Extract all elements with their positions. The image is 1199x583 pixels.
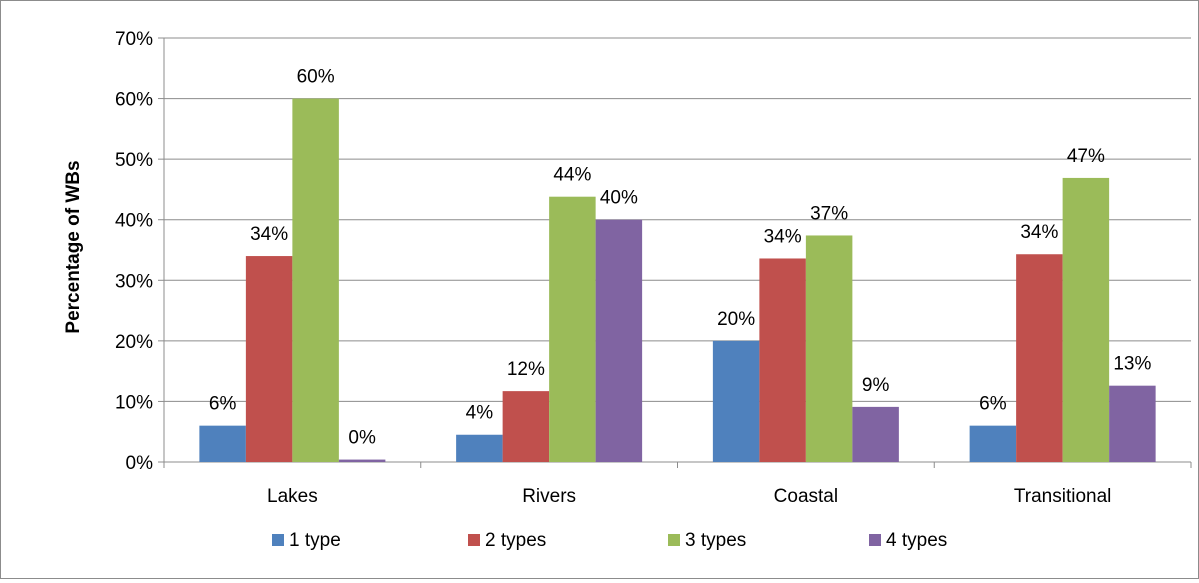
legend-swatch bbox=[468, 534, 480, 546]
data-label: 37% bbox=[810, 203, 848, 224]
bar bbox=[1062, 177, 1110, 463]
data-label: 34% bbox=[250, 224, 288, 245]
legend: 1 type 2 types 3 types 4 types bbox=[272, 530, 947, 551]
bar bbox=[969, 425, 1017, 462]
bars bbox=[199, 98, 1156, 463]
x-tick-label: Rivers bbox=[522, 486, 576, 507]
x-tick-label: Lakes bbox=[267, 486, 318, 507]
bar bbox=[1016, 254, 1063, 462]
data-label: 20% bbox=[717, 309, 755, 330]
legend-swatch bbox=[869, 534, 881, 546]
data-label: 0% bbox=[348, 428, 376, 449]
bar bbox=[338, 459, 386, 462]
legend-label: 3 types bbox=[685, 530, 746, 551]
y-axis-title: Percentage of WBs bbox=[63, 160, 84, 333]
bar bbox=[245, 256, 293, 462]
legend-label: 4 types bbox=[886, 530, 947, 551]
data-label: 40% bbox=[600, 188, 638, 209]
x-tick-label: Transitional bbox=[1014, 486, 1112, 507]
y-tick-label: 60% bbox=[115, 90, 153, 111]
y-tick-label: 0% bbox=[126, 453, 154, 474]
data-label: 13% bbox=[1113, 354, 1151, 375]
y-tick-label: 50% bbox=[115, 150, 153, 171]
data-label: 9% bbox=[862, 375, 890, 396]
legend-swatch bbox=[272, 534, 284, 546]
y-tick-label: 30% bbox=[115, 271, 153, 292]
bar bbox=[292, 98, 339, 463]
bar bbox=[852, 406, 899, 462]
data-label: 6% bbox=[979, 394, 1007, 415]
y-tick-label: 20% bbox=[115, 332, 153, 353]
bar bbox=[595, 219, 643, 462]
y-tick-label: 10% bbox=[115, 392, 153, 413]
data-label: 44% bbox=[553, 165, 591, 186]
bar bbox=[1109, 385, 1156, 462]
legend-label: 2 types bbox=[485, 530, 546, 551]
bar bbox=[549, 196, 596, 462]
bar bbox=[805, 235, 853, 462]
data-label: 60% bbox=[297, 67, 335, 88]
bar bbox=[712, 340, 760, 462]
bar bbox=[199, 425, 246, 462]
data-label: 34% bbox=[1020, 222, 1058, 243]
data-label: 6% bbox=[209, 394, 237, 415]
y-tick-label: 40% bbox=[115, 211, 153, 232]
bar bbox=[502, 391, 550, 462]
data-label: 4% bbox=[466, 403, 494, 424]
legend-label: 1 type bbox=[289, 530, 341, 551]
data-label: 47% bbox=[1067, 146, 1105, 167]
data-label: 12% bbox=[507, 359, 545, 380]
y-tick-label: 70% bbox=[115, 29, 153, 50]
bar bbox=[456, 434, 503, 462]
legend-swatch bbox=[668, 534, 680, 546]
bar bbox=[759, 258, 806, 462]
data-labels: 6% 34% 60% 0% 4% 12% 44% 40% 20% 34% 37% 9% 6% 34% 47%… bbox=[209, 67, 1152, 449]
data-label: 34% bbox=[764, 226, 802, 247]
x-tick-label: Coastal bbox=[774, 486, 838, 507]
